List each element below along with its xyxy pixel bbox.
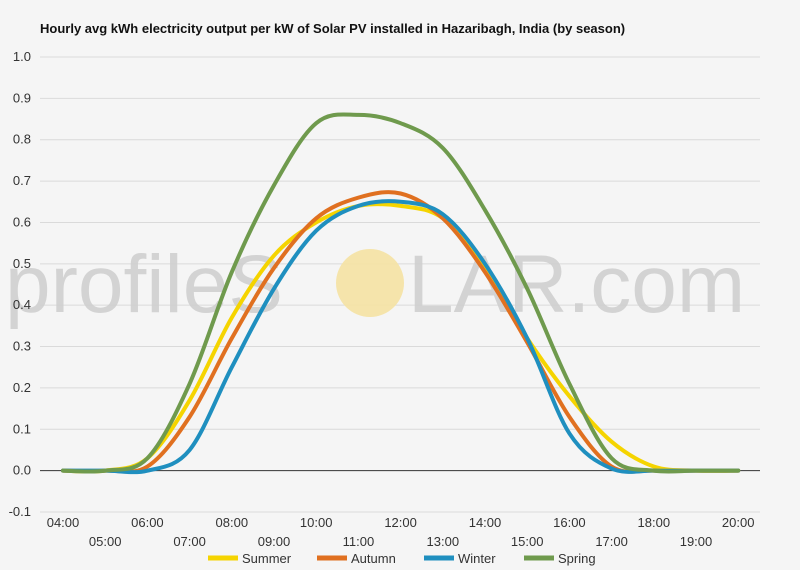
y-tick-label: 0.0	[13, 463, 31, 478]
watermark-sun-icon	[336, 249, 404, 317]
y-tick-label: 0.7	[13, 173, 31, 188]
x-tick-label: 12:00	[384, 515, 417, 530]
grid	[40, 56, 760, 513]
x-tick-label: 06:00	[131, 515, 164, 530]
x-axis-ticks: 04:00 05:00 06:00 07:00 08:00 09:00 10:00 11:00…	[47, 515, 755, 549]
x-tick-label: 10:00	[300, 515, 333, 530]
y-tick-label: 0.1	[13, 421, 31, 436]
x-tick-label: 05:00	[89, 534, 122, 549]
chart-title: Hourly avg kWh electricity output per kW…	[40, 21, 625, 36]
legend-label-summer: Summer	[242, 551, 292, 566]
y-tick-label: 0.5	[13, 256, 31, 271]
y-tick-label: 0.2	[13, 380, 31, 395]
x-tick-label: 19:00	[680, 534, 713, 549]
x-tick-label: 07:00	[173, 534, 206, 549]
y-tick-label: 1.0	[13, 49, 31, 64]
y-tick-label: 0.8	[13, 132, 31, 147]
x-tick-label: 04:00	[47, 515, 80, 530]
watermark-right-text: LAR.com	[408, 239, 745, 330]
x-tick-label: 11:00	[343, 534, 375, 549]
x-tick-label: 09:00	[258, 534, 291, 549]
x-tick-label: 13:00	[427, 534, 460, 549]
x-tick-label: 08:00	[216, 515, 249, 530]
watermark-left-text: profileS	[5, 239, 283, 330]
y-tick-label: 0.9	[13, 90, 31, 105]
legend-label-spring: Spring	[558, 551, 596, 566]
series-line-summer	[61, 202, 741, 474]
legend: Summer Autumn Winter Spring	[208, 551, 596, 566]
series-line-winter	[61, 199, 741, 475]
y-tick-label: 0.6	[13, 214, 31, 229]
y-tick-label: -0.1	[9, 504, 31, 519]
x-tick-label: 20:00	[722, 515, 755, 530]
x-tick-label: 15:00	[511, 534, 544, 549]
y-axis-ticks: -0.1 0.0 0.1 0.2 0.3 0.4 0.5 0.6 0.7 0.8 0.9 1.0	[9, 49, 31, 519]
y-tick-label: 0.3	[13, 339, 31, 354]
legend-label-autumn: Autumn	[351, 551, 396, 566]
x-tick-label: 18:00	[638, 515, 671, 530]
series-lines	[61, 112, 741, 475]
watermark: profileS LAR.com	[5, 239, 745, 330]
x-tick-label: 16:00	[553, 515, 586, 530]
legend-label-winter: Winter	[458, 551, 496, 566]
series-line-spring	[61, 112, 741, 474]
x-tick-label: 14:00	[469, 515, 502, 530]
y-tick-label: 0.4	[13, 297, 31, 312]
x-tick-label: 17:00	[595, 534, 628, 549]
